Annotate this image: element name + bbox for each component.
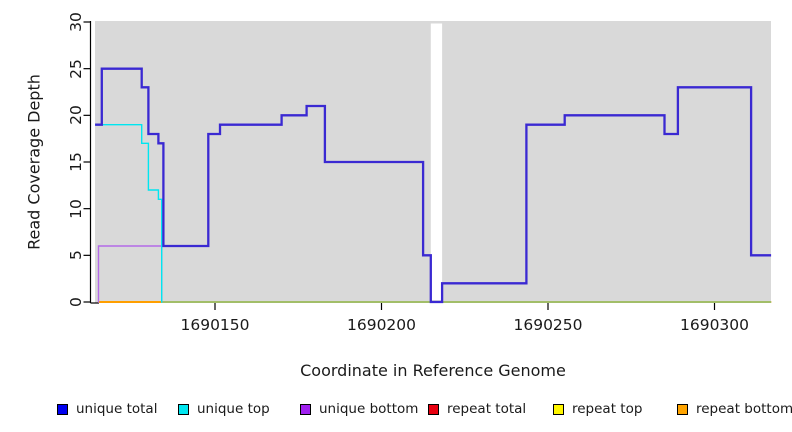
legend-label: repeat total	[447, 401, 527, 417]
legend-swatch-icon	[553, 403, 564, 415]
legend-item-unique-total: unique total	[57, 401, 157, 417]
series-unique-total	[95, 67, 772, 304]
legend-item-repeat-total: repeat total	[428, 401, 526, 417]
legend-label: repeat bottom	[696, 401, 792, 417]
legend-swatch-icon	[57, 403, 68, 415]
legend-label: unique top	[197, 401, 270, 417]
x-tick-label: 1690300	[679, 316, 750, 334]
legend-item-repeat-bottom: repeat bottom	[677, 401, 792, 417]
legend-item-unique-top: unique top	[178, 401, 270, 417]
x-tick-label: 1690250	[513, 316, 583, 334]
y-tick-label: 10	[67, 198, 85, 219]
legend-swatch-icon	[677, 403, 688, 415]
legend-swatch-icon	[178, 403, 189, 415]
legend-swatch-icon	[300, 403, 311, 415]
legend-item-unique-bottom: unique bottom	[300, 401, 418, 417]
y-tick-label: 25	[67, 58, 85, 79]
y-tick-label: 20	[67, 105, 85, 126]
y-tick-label: 0	[67, 297, 85, 307]
y-tick-label: 5	[67, 250, 85, 261]
legend-item-repeat-top: repeat top	[553, 401, 642, 417]
legend-label: repeat top	[572, 401, 643, 417]
series-unique-top	[95, 124, 163, 303]
no-data-gap	[430, 23, 443, 300]
legend-label: unique bottom	[319, 401, 419, 417]
x-axis-title: Coordinate in Reference Genome	[300, 361, 566, 380]
legend-label: unique total	[76, 401, 158, 417]
legend-swatch-icon	[428, 403, 439, 415]
y-tick-label: 30	[67, 12, 85, 32]
y-axis-title: Read Coverage Depth	[24, 74, 44, 250]
y-tick-label: 15	[67, 152, 85, 172]
x-tick-label: 1690200	[346, 316, 417, 334]
x-tick-label: 1690150	[180, 316, 250, 334]
